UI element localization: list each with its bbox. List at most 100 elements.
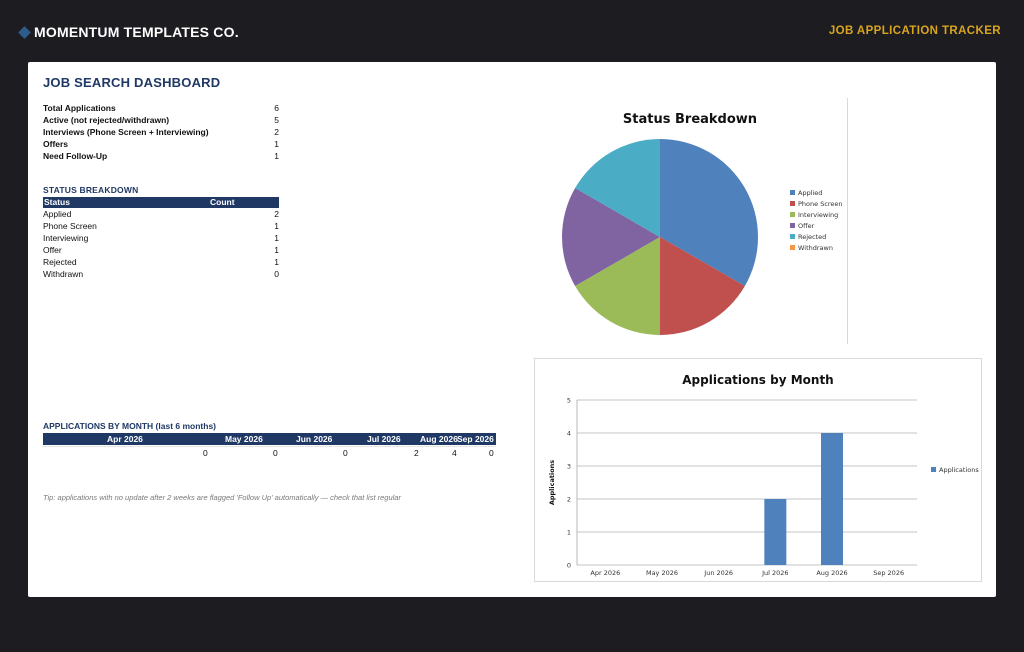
y-tick-label: 1 — [567, 529, 571, 537]
legend-swatch — [790, 190, 795, 195]
x-tick-label: May 2026 — [646, 569, 678, 577]
month-header: Aug 2026 — [420, 434, 458, 444]
summary-label: Offers — [43, 139, 69, 149]
app-title: JOB APPLICATION TRACKER — [828, 25, 1001, 37]
summary-value: 1 — [274, 151, 279, 161]
pie-slice-rejected — [575, 139, 660, 237]
column-header-status: Status — [44, 197, 70, 207]
summary-label: Active (not rejected/withdrawn) — [43, 115, 170, 125]
month-bar-chart[interactable]: Applications by Month 0 1 2 3 4 5 Apr 2026 May 2… — [534, 358, 982, 582]
legend-label: Interviewing — [798, 211, 838, 219]
count-cell: 0 — [274, 269, 279, 279]
status-cell: Phone Screen — [43, 221, 97, 231]
by-month-header: Apr 2026 May 2026 Jun 2026 Jul 2026 Aug … — [43, 433, 496, 445]
table-row: Interviewing 1 — [43, 232, 279, 244]
summary-row: Offers 1 — [43, 138, 279, 150]
summary-row: Interviews (Phone Screen + Interviewing)… — [43, 126, 279, 138]
x-tick-label: Jul 2026 — [761, 569, 788, 577]
summary-value: 1 — [274, 139, 279, 149]
dashboard-title: JOB SEARCH DASHBOARD — [43, 75, 221, 90]
month-value: 4 — [452, 448, 457, 458]
month-header: Jun 2026 — [296, 434, 333, 444]
y-tick-label: 0 — [567, 562, 571, 570]
month-value: 2 — [414, 448, 419, 458]
month-value: 0 — [343, 448, 348, 458]
status-pie-chart[interactable]: Status Breakdown Applied Phone Screen Inter… — [534, 98, 848, 344]
status-breakdown-table: Status Count Applied 2 Phone Screen 1 In… — [43, 197, 279, 280]
status-cell: Interviewing — [43, 233, 89, 243]
status-breakdown-title: STATUS BREAKDOWN — [43, 185, 139, 195]
brand: MOMENTUM TEMPLATES CO. — [18, 24, 239, 40]
column-header-count: Count — [210, 197, 235, 207]
legend-swatch — [931, 467, 936, 472]
x-tick-label: Sep 2026 — [873, 569, 904, 577]
table-row: Applied 2 — [43, 208, 279, 220]
table-row: Rejected 1 — [43, 256, 279, 268]
brand-name: MOMENTUM TEMPLATES CO. — [34, 24, 239, 40]
summary-row: Total Applications 6 — [43, 102, 279, 114]
legend-label: Rejected — [798, 233, 826, 241]
summary-value: 2 — [274, 127, 279, 137]
month-header: May 2026 — [225, 434, 263, 444]
status-cell: Offer — [43, 245, 62, 255]
legend-swatch — [790, 212, 795, 217]
tip-text: Tip: applications with no update after 2… — [43, 493, 401, 502]
summary-label: Need Follow-Up — [43, 151, 108, 161]
summary-label: Total Applications — [43, 103, 116, 113]
diamond-logo-icon — [18, 25, 31, 39]
bar-aug-2026 — [821, 433, 843, 565]
legend-label: Applied — [798, 189, 822, 197]
chart-title: Applications by Month — [682, 373, 833, 387]
pie-slice-applied — [660, 139, 758, 286]
legend-label: Withdrawn — [798, 244, 833, 252]
legend-label: Phone Screen — [798, 200, 843, 208]
summary-stats: Total Applications 6 Active (not rejecte… — [43, 102, 279, 162]
top-bar: MOMENTUM TEMPLATES CO. JOB APPLICATION T… — [0, 0, 1024, 62]
table-row: Withdrawn 0 — [43, 268, 279, 280]
summary-value: 5 — [274, 115, 279, 125]
y-tick-label: 5 — [567, 397, 571, 405]
summary-row: Need Follow-Up 1 — [43, 150, 279, 162]
count-cell: 1 — [274, 221, 279, 231]
by-month-title: APPLICATIONS BY MONTH (last 6 months) — [43, 421, 217, 431]
y-axis-label: Applications — [548, 460, 556, 505]
pie-chart-svg: Status Breakdown Applied Phone Screen Inter… — [562, 112, 843, 335]
month-header: Apr 2026 — [107, 434, 143, 444]
pie-slice-interviewing — [575, 237, 660, 335]
legend-swatch — [790, 234, 795, 239]
legend-swatch — [790, 245, 795, 250]
bar-jul-2026 — [764, 499, 787, 565]
month-header: Jul 2026 — [367, 434, 401, 444]
count-cell: 1 — [274, 233, 279, 243]
table-row: Phone Screen 1 — [43, 220, 279, 232]
x-tick-label: Aug 2026 — [816, 569, 847, 577]
legend-swatch — [790, 223, 795, 228]
status-cell: Applied — [43, 209, 72, 219]
y-tick-label: 4 — [567, 430, 571, 438]
month-value: 0 — [489, 448, 494, 458]
table-header: Status Count — [43, 197, 279, 208]
chart-title: Status Breakdown — [623, 112, 757, 127]
count-cell: 1 — [274, 257, 279, 267]
count-cell: 2 — [274, 209, 279, 219]
x-tick-label: Jun 2026 — [703, 569, 733, 577]
month-value: 0 — [203, 448, 208, 458]
dashboard-sheet: JOB SEARCH DASHBOARD Total Applications … — [28, 62, 996, 597]
status-cell: Rejected — [43, 257, 77, 267]
month-value: 0 — [273, 448, 278, 458]
y-tick-label: 3 — [567, 463, 571, 471]
legend-label: Offer — [798, 222, 815, 230]
summary-value: 6 — [274, 103, 279, 113]
y-tick-label: 2 — [567, 496, 571, 504]
summary-row: Active (not rejected/withdrawn) 5 — [43, 114, 279, 126]
summary-label: Interviews (Phone Screen + Interviewing) — [43, 127, 209, 137]
by-month-values: 0 0 0 2 4 0 — [43, 446, 496, 458]
legend-swatch — [790, 201, 795, 206]
legend-label: Applications — [939, 466, 979, 474]
status-cell: Withdrawn — [43, 269, 84, 279]
pie-slice-phone-screen — [660, 237, 745, 335]
table-row: Offer 1 — [43, 244, 279, 256]
x-tick-label: Apr 2026 — [590, 569, 620, 577]
count-cell: 1 — [274, 245, 279, 255]
month-header: Sep 2026 — [457, 434, 494, 444]
